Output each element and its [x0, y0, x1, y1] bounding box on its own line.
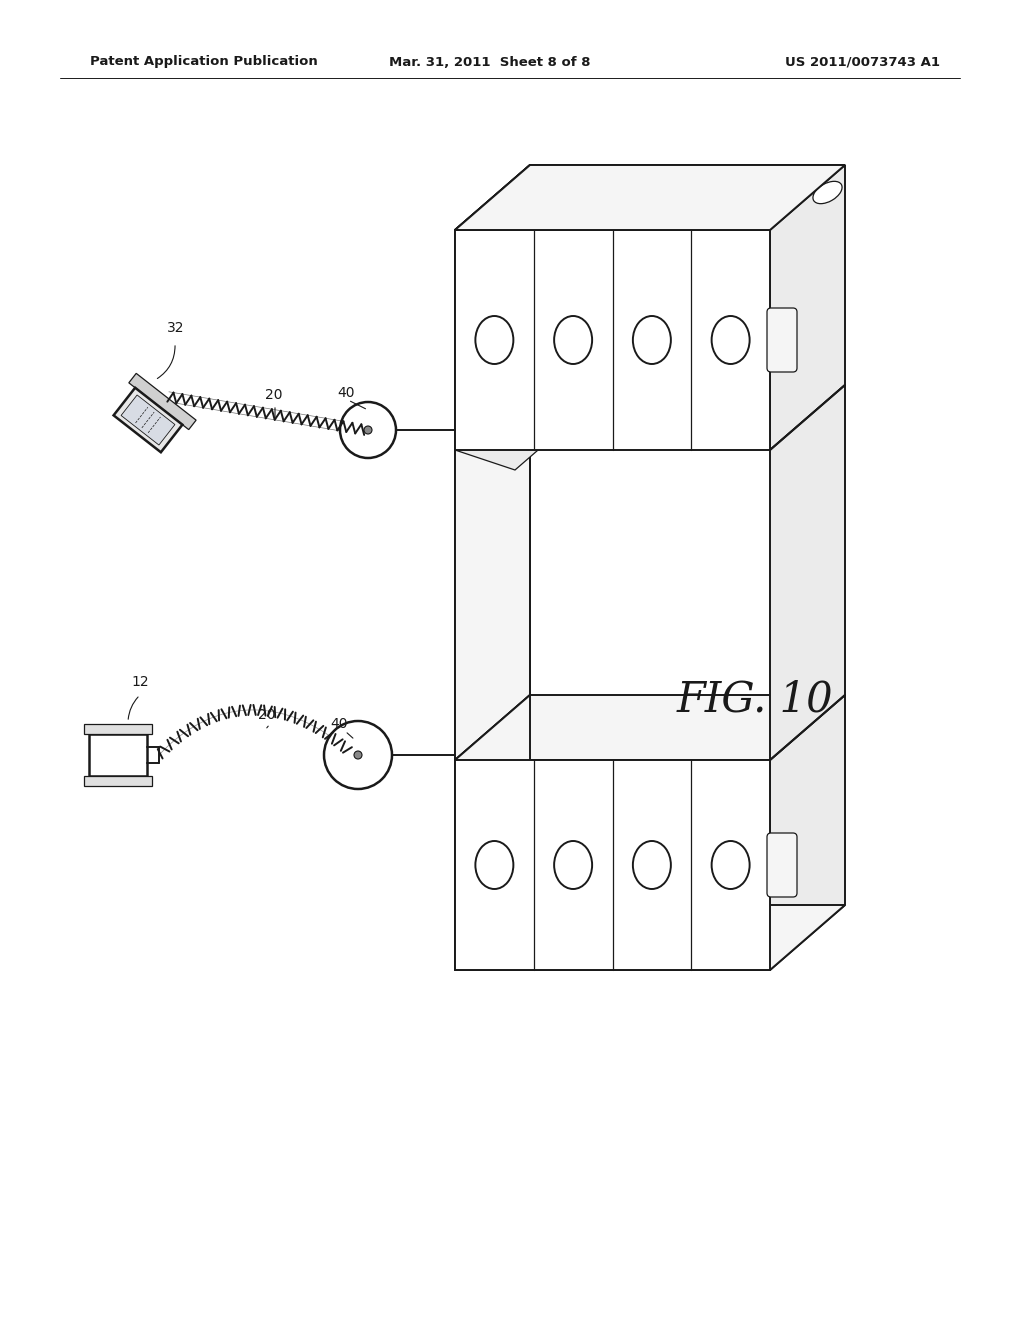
Polygon shape	[770, 385, 845, 760]
Text: 40: 40	[330, 717, 347, 731]
Text: 32: 32	[167, 321, 184, 335]
Text: US 2011/0073743 A1: US 2011/0073743 A1	[785, 55, 940, 69]
Polygon shape	[84, 723, 152, 734]
Polygon shape	[455, 385, 590, 470]
Circle shape	[364, 426, 372, 434]
Polygon shape	[455, 165, 845, 230]
Polygon shape	[455, 906, 845, 970]
Circle shape	[340, 403, 396, 458]
Ellipse shape	[813, 181, 842, 203]
Text: 40: 40	[337, 385, 354, 400]
FancyBboxPatch shape	[767, 833, 797, 898]
FancyBboxPatch shape	[767, 308, 797, 372]
Text: 20: 20	[265, 388, 283, 403]
Polygon shape	[114, 388, 182, 453]
Polygon shape	[455, 696, 530, 970]
Polygon shape	[129, 374, 197, 429]
Ellipse shape	[633, 841, 671, 888]
Polygon shape	[770, 696, 845, 970]
Circle shape	[354, 751, 362, 759]
Polygon shape	[455, 696, 845, 760]
Polygon shape	[770, 165, 845, 450]
Ellipse shape	[475, 841, 513, 888]
Polygon shape	[455, 385, 530, 760]
Ellipse shape	[554, 841, 592, 888]
Ellipse shape	[475, 315, 513, 364]
Ellipse shape	[554, 315, 592, 364]
Polygon shape	[89, 734, 147, 776]
Polygon shape	[84, 776, 152, 785]
Text: Mar. 31, 2011  Sheet 8 of 8: Mar. 31, 2011 Sheet 8 of 8	[389, 55, 591, 69]
Polygon shape	[455, 165, 845, 230]
Polygon shape	[455, 165, 530, 970]
Text: 12: 12	[131, 675, 148, 689]
Ellipse shape	[633, 315, 671, 364]
Polygon shape	[455, 760, 770, 970]
Text: Patent Application Publication: Patent Application Publication	[90, 55, 317, 69]
Ellipse shape	[712, 841, 750, 888]
Polygon shape	[121, 395, 175, 445]
Text: FIG. 10: FIG. 10	[677, 678, 834, 721]
Ellipse shape	[712, 315, 750, 364]
Circle shape	[324, 721, 392, 789]
Polygon shape	[455, 230, 770, 450]
Polygon shape	[455, 165, 530, 450]
Text: 20: 20	[258, 708, 275, 722]
